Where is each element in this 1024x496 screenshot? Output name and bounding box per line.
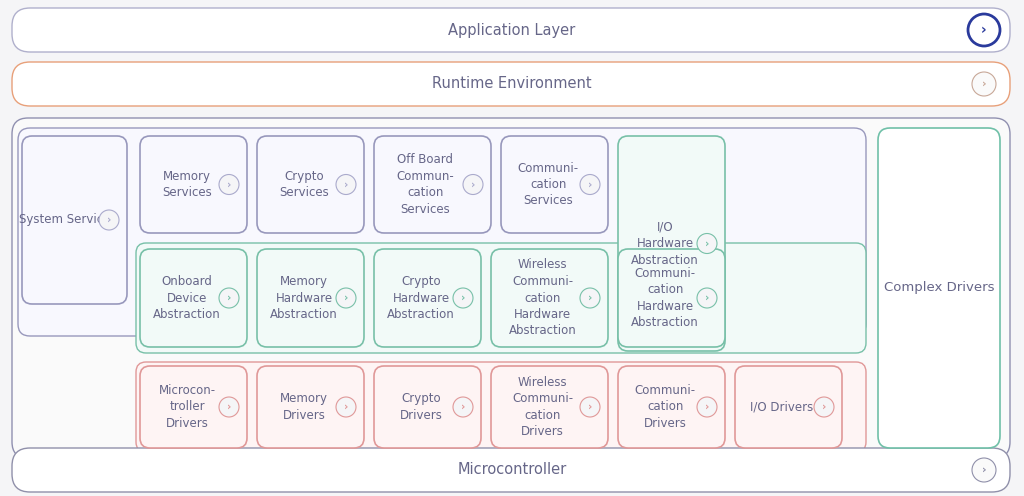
Text: Runtime Environment: Runtime Environment [432, 76, 592, 91]
Text: ›: › [227, 180, 231, 189]
Text: Communi-
cation
Drivers: Communi- cation Drivers [635, 384, 695, 430]
Circle shape [697, 397, 717, 417]
FancyBboxPatch shape [490, 249, 608, 347]
Circle shape [336, 397, 356, 417]
FancyBboxPatch shape [22, 136, 127, 304]
FancyBboxPatch shape [501, 136, 608, 233]
Text: Onboard
Device
Abstraction: Onboard Device Abstraction [154, 275, 221, 321]
FancyBboxPatch shape [374, 136, 490, 233]
FancyBboxPatch shape [618, 249, 725, 347]
FancyBboxPatch shape [12, 448, 1010, 492]
Circle shape [99, 210, 119, 230]
Text: Communi-
cation
Hardware
Abstraction: Communi- cation Hardware Abstraction [631, 267, 699, 329]
Text: Memory
Services: Memory Services [162, 170, 212, 199]
Text: ›: › [344, 180, 348, 189]
Text: ›: › [588, 402, 592, 412]
Text: ›: › [705, 293, 710, 303]
Circle shape [336, 288, 356, 308]
Circle shape [580, 397, 600, 417]
Text: ›: › [981, 23, 987, 37]
Text: ›: › [227, 293, 231, 303]
Text: ›: › [982, 465, 986, 475]
Text: ›: › [982, 79, 986, 89]
Circle shape [463, 175, 483, 194]
FancyBboxPatch shape [12, 118, 1010, 458]
Text: ›: › [106, 215, 112, 225]
Circle shape [972, 72, 996, 96]
Circle shape [814, 397, 834, 417]
FancyBboxPatch shape [140, 366, 247, 448]
Text: Microcon-
troller
Drivers: Microcon- troller Drivers [159, 384, 216, 430]
Circle shape [580, 288, 600, 308]
Circle shape [580, 175, 600, 194]
Text: Crypto
Services: Crypto Services [280, 170, 329, 199]
Text: ›: › [471, 180, 475, 189]
Circle shape [697, 288, 717, 308]
Circle shape [968, 14, 1000, 46]
FancyBboxPatch shape [257, 249, 364, 347]
Text: ›: › [344, 402, 348, 412]
FancyBboxPatch shape [140, 249, 247, 347]
FancyBboxPatch shape [374, 366, 481, 448]
Text: ›: › [227, 402, 231, 412]
Circle shape [219, 288, 239, 308]
Circle shape [972, 458, 996, 482]
FancyBboxPatch shape [490, 366, 608, 448]
Circle shape [453, 397, 473, 417]
Text: ›: › [461, 293, 465, 303]
Text: ›: › [705, 239, 710, 248]
FancyBboxPatch shape [140, 136, 247, 233]
Text: ›: › [461, 402, 465, 412]
FancyBboxPatch shape [735, 366, 842, 448]
Text: Communi-
cation
Services: Communi- cation Services [517, 162, 579, 207]
Circle shape [453, 288, 473, 308]
Text: Wireless
Communi-
cation
Drivers: Wireless Communi- cation Drivers [512, 376, 573, 438]
FancyBboxPatch shape [878, 128, 1000, 448]
FancyBboxPatch shape [12, 62, 1010, 106]
Text: ›: › [344, 293, 348, 303]
Text: ›: › [822, 402, 826, 412]
FancyBboxPatch shape [12, 8, 1010, 52]
FancyBboxPatch shape [618, 366, 725, 448]
FancyBboxPatch shape [257, 366, 364, 448]
FancyBboxPatch shape [257, 136, 364, 233]
FancyBboxPatch shape [18, 128, 866, 336]
FancyBboxPatch shape [136, 362, 866, 452]
Text: Complex Drivers: Complex Drivers [884, 282, 994, 295]
Text: Crypto
Drivers: Crypto Drivers [399, 392, 442, 422]
Circle shape [219, 175, 239, 194]
Text: I/O
Hardware
Abstraction: I/O Hardware Abstraction [631, 221, 699, 266]
Text: Crypto
Hardware
Abstraction: Crypto Hardware Abstraction [387, 275, 455, 321]
Text: Microcontroller: Microcontroller [458, 462, 566, 478]
Text: Off Board
Commun-
cation
Services: Off Board Commun- cation Services [396, 153, 455, 216]
Text: I/O Drivers: I/O Drivers [751, 400, 814, 414]
Text: System Services: System Services [19, 213, 117, 227]
FancyBboxPatch shape [618, 136, 725, 351]
Circle shape [697, 234, 717, 253]
Circle shape [336, 175, 356, 194]
Text: ›: › [705, 402, 710, 412]
Text: Memory
Hardware
Abstraction: Memory Hardware Abstraction [270, 275, 338, 321]
Text: ›: › [588, 293, 592, 303]
Text: ›: › [588, 180, 592, 189]
FancyBboxPatch shape [136, 243, 866, 353]
Text: Wireless
Communi-
cation
Hardware
Abstraction: Wireless Communi- cation Hardware Abstra… [509, 258, 577, 337]
FancyBboxPatch shape [374, 249, 481, 347]
Text: Memory
Drivers: Memory Drivers [281, 392, 328, 422]
Circle shape [219, 397, 239, 417]
Text: Application Layer: Application Layer [449, 22, 575, 38]
